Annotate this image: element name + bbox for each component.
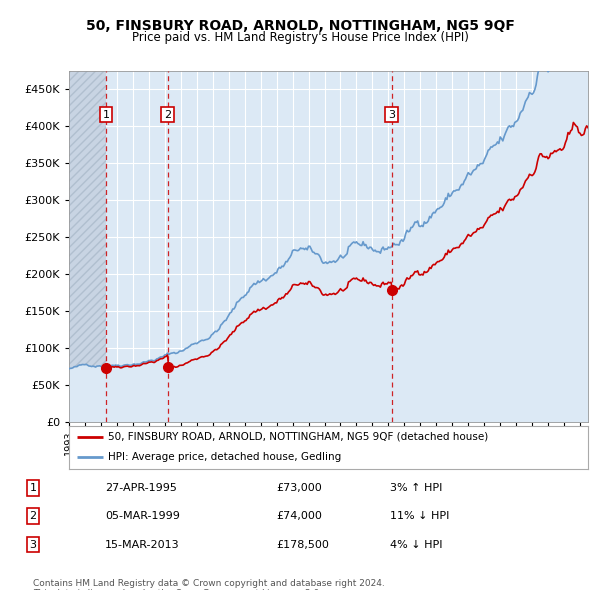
Text: 11% ↓ HPI: 11% ↓ HPI [390,512,449,521]
Text: 2: 2 [29,512,37,521]
Text: HPI: Average price, detached house, Gedling: HPI: Average price, detached house, Gedl… [108,453,341,463]
Text: 50, FINSBURY ROAD, ARNOLD, NOTTINGHAM, NG5 9QF: 50, FINSBURY ROAD, ARNOLD, NOTTINGHAM, N… [86,19,514,33]
Text: £178,500: £178,500 [276,540,329,549]
Text: 1: 1 [103,110,110,120]
Text: 3: 3 [388,110,395,120]
Text: 15-MAR-2013: 15-MAR-2013 [105,540,179,549]
Text: 3% ↑ HPI: 3% ↑ HPI [390,483,442,493]
Text: 3: 3 [29,540,37,549]
Text: 2: 2 [164,110,171,120]
Text: £74,000: £74,000 [276,512,322,521]
Text: 27-APR-1995: 27-APR-1995 [105,483,177,493]
Text: £73,000: £73,000 [276,483,322,493]
Text: 05-MAR-1999: 05-MAR-1999 [105,512,180,521]
Text: Contains HM Land Registry data © Crown copyright and database right 2024.
This d: Contains HM Land Registry data © Crown c… [33,579,385,590]
Text: 4% ↓ HPI: 4% ↓ HPI [390,540,443,549]
Text: 1: 1 [29,483,37,493]
Text: Price paid vs. HM Land Registry's House Price Index (HPI): Price paid vs. HM Land Registry's House … [131,31,469,44]
Text: 50, FINSBURY ROAD, ARNOLD, NOTTINGHAM, NG5 9QF (detached house): 50, FINSBURY ROAD, ARNOLD, NOTTINGHAM, N… [108,432,488,442]
